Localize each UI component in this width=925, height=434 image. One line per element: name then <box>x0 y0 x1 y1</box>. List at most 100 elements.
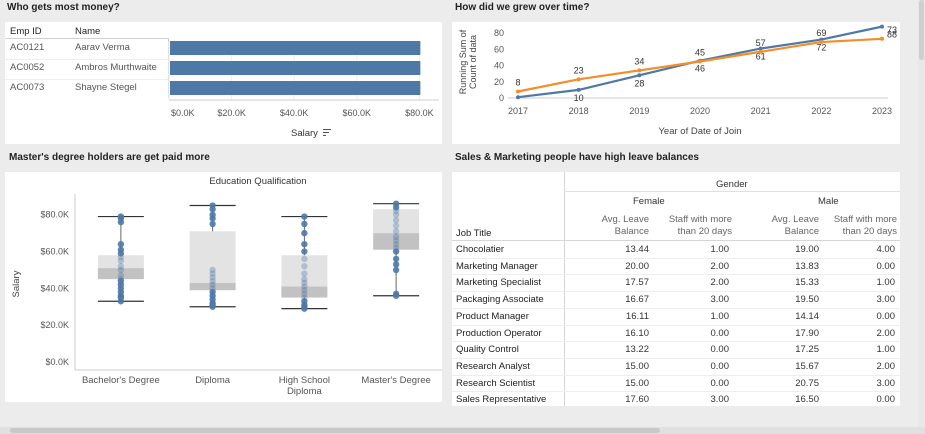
series-point <box>758 49 763 54</box>
salary-point <box>392 240 400 248</box>
x-tick-label: 2020 <box>690 106 710 116</box>
salary-point <box>117 275 125 283</box>
salary-point <box>301 229 308 237</box>
series-point <box>516 89 520 94</box>
salary-point <box>117 213 125 220</box>
salary-point <box>209 277 216 285</box>
salary-axis-label: Salary <box>291 128 318 139</box>
box-upper <box>281 255 328 287</box>
salary-point <box>392 233 400 241</box>
x-tick-label: $60.0K <box>342 108 371 118</box>
salary-bar <box>170 61 421 75</box>
category-label: High School <box>279 375 330 386</box>
salary-point <box>392 244 400 252</box>
salary-point <box>209 270 216 277</box>
series-point <box>576 87 581 92</box>
salary-point <box>301 294 308 301</box>
growth-panel: 0 20 40 60 80 Running Sum of Count of data 2017… <box>452 22 900 144</box>
female-avg-header-1: Avg. Leave <box>601 214 649 225</box>
vertical-scroll-thumb[interactable] <box>919 0 924 60</box>
salary-point <box>392 211 400 218</box>
male-staff-header-2: than 20 days <box>842 226 897 237</box>
salary-point <box>301 279 308 287</box>
salary-point <box>301 287 308 294</box>
emp-name-cell: Shayne Stegel <box>75 82 137 93</box>
salary-point <box>392 237 400 244</box>
job-title-cell: Marketing Specialist <box>456 277 542 289</box>
salary-point <box>301 275 308 283</box>
salary-point <box>117 246 125 253</box>
category-label: Master's Degree <box>361 375 430 386</box>
job-title-header: Job Title <box>456 228 492 239</box>
data-label: 61 <box>756 52 766 62</box>
salary-point <box>392 261 400 268</box>
panel2-title: How did we grew over time? <box>455 2 590 13</box>
leave-panel: Gender Female Male Avg. Leave Balance St… <box>452 172 900 406</box>
series-point <box>758 46 763 51</box>
data-label: 8 <box>515 78 520 88</box>
salary-point <box>209 274 216 281</box>
salary-point <box>209 220 216 228</box>
series-point <box>637 73 642 78</box>
male-staff-cell: 4.00 <box>876 244 896 255</box>
salary-point <box>301 270 308 277</box>
horizontal-scroll-thumb[interactable] <box>10 428 660 433</box>
salary-point <box>392 200 400 207</box>
vertical-scrollbar[interactable] <box>918 0 925 427</box>
salary-point <box>301 263 308 270</box>
female-staff-cell: 0.00 <box>710 377 730 389</box>
data-label: 10 <box>574 93 584 103</box>
female-staff-header-2: than 20 days <box>677 226 732 237</box>
x-tick-label: 2022 <box>811 106 831 116</box>
box-upper <box>97 255 144 269</box>
box-lower <box>373 233 420 250</box>
female-staff-cell: 3.00 <box>710 394 730 406</box>
emp-id-cell: AC0073 <box>10 82 45 93</box>
data-label: 45 <box>695 48 705 58</box>
data-label: 34 <box>634 56 644 66</box>
y-axis-label: Salary <box>11 270 22 297</box>
male-avg-header-2: Balance <box>784 226 819 237</box>
growth-line-chart: 0 20 40 60 80 Running Sum of Count of data 2017… <box>458 24 897 137</box>
job-title-cell: Research Analyst <box>456 360 530 372</box>
salary-point <box>117 277 125 285</box>
series-point <box>880 24 884 29</box>
series-point <box>576 77 581 82</box>
box-plot-title: Education Qualification <box>209 176 306 187</box>
female-avg-cell: 20.00 <box>625 260 649 272</box>
male-avg-cell: 19.00 <box>795 244 819 255</box>
salary-point <box>209 288 216 296</box>
x-tick-label: $40.0K <box>280 108 309 118</box>
male-staff-cell: 2.00 <box>876 360 896 372</box>
salary-point <box>117 272 125 279</box>
data-label: 69 <box>816 28 826 38</box>
data-label: 46 <box>695 64 705 74</box>
salary-point <box>392 222 400 229</box>
salary-point <box>301 213 308 220</box>
salary-point <box>392 290 400 298</box>
salary-point <box>117 263 125 270</box>
job-title-cell: Sales Representative <box>456 394 547 406</box>
salary-point <box>117 257 125 264</box>
y-tick-label: 0 <box>499 93 504 103</box>
salary-point <box>209 202 216 209</box>
sort-descending-icon[interactable] <box>323 129 331 137</box>
series-point <box>637 68 642 73</box>
female-staff-cell: 1.00 <box>710 244 730 255</box>
female-staff-cell: 0.00 <box>710 327 730 339</box>
salary-point <box>301 298 308 305</box>
salary-point <box>301 290 308 298</box>
salary-point <box>392 255 400 263</box>
y-tick-label: $80.0K <box>40 210 69 220</box>
female-staff-header-1: Staff with more <box>668 214 732 225</box>
salary-point <box>301 255 308 263</box>
salary-point <box>117 266 125 274</box>
male-avg-cell: 13.83 <box>795 260 819 272</box>
x-tick-label: 2018 <box>569 106 589 116</box>
gender-header: Gender <box>716 179 748 190</box>
horizontal-scrollbar[interactable] <box>0 427 925 434</box>
male-staff-cell: 0.00 <box>876 260 896 272</box>
y-tick-label: $60.0K <box>40 247 69 257</box>
job-title-cell: Research Scientist <box>456 377 536 389</box>
male-avg-cell: 15.67 <box>795 360 819 372</box>
